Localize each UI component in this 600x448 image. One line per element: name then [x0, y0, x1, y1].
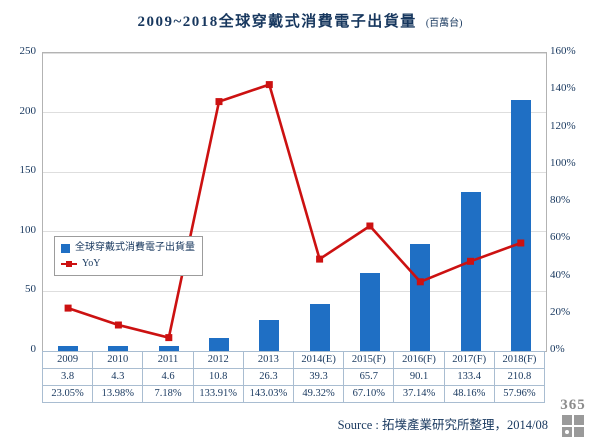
right-axis-tick: 120%: [550, 119, 576, 132]
yoy-marker: [366, 222, 374, 230]
yoy-marker: [114, 321, 122, 329]
watermark-text: 365: [560, 397, 586, 413]
year-cell: 2014(E): [294, 351, 345, 369]
value-cell: 26.3: [243, 369, 295, 386]
shipments-bar: [309, 304, 330, 351]
left-axis-tick: 100: [19, 223, 37, 236]
legend-line-label: YoY: [82, 258, 101, 269]
shipments-bar: [359, 272, 380, 351]
yoy-cell: 7.18%: [143, 386, 194, 403]
value-cell: 90.1: [394, 369, 445, 386]
yoy-marker: [265, 81, 273, 89]
shipments-bar: [460, 192, 481, 351]
shipments-bar: [410, 243, 431, 351]
yoy-marker: [416, 278, 424, 286]
shipments-bar: [209, 338, 230, 351]
plot-area: [42, 52, 547, 352]
left-axis-tick: 0: [30, 343, 37, 355]
watermark-squares-icon: [550, 415, 596, 437]
left-axis-tick: 150: [19, 164, 37, 177]
right-axis-tick: 100%: [550, 156, 576, 169]
right-axis-tick: 0%: [550, 343, 565, 355]
value-cell: 210.8: [494, 369, 546, 386]
left-axis-tick: 200: [19, 104, 37, 117]
yoy-cell: 133.91%: [193, 386, 244, 403]
year-cell: 2009: [42, 351, 94, 369]
yoy-cell: 48.16%: [444, 386, 495, 403]
chart-title-unit: (百萬台): [425, 18, 463, 29]
watermark-square-icon: [574, 427, 584, 437]
yoy-line-layer: [64, 81, 525, 342]
yoy-marker: [215, 98, 223, 106]
value-cell: 4.3: [93, 369, 144, 386]
year-cell: 2015(F): [344, 351, 395, 369]
right-axis-tick: 60%: [550, 231, 571, 244]
data-table: 2009 2010 2011 2012 2013 2014(E) 2015(F) 2016(F…: [42, 351, 546, 403]
gridline: [43, 52, 546, 54]
right-axis-tick: 20%: [550, 305, 571, 318]
shipments-bar: [108, 345, 129, 351]
right-axis-tick: 40%: [550, 268, 571, 281]
yoy-marker: [467, 257, 474, 265]
line-swatch-icon: [61, 260, 77, 268]
watermark-camera-icon: [562, 427, 572, 437]
yoy-cell: 57.96%: [494, 386, 546, 403]
yoy-cell: 13.98%: [93, 386, 144, 403]
legend: 全球穿戴式消費電子出貨量 YoY: [54, 236, 203, 276]
value-cell: 39.3: [294, 369, 345, 386]
gridline: [43, 231, 546, 233]
source-note: Source : 拓墣產業研究所整理，2014/08: [337, 418, 548, 432]
chart-title: 2009~2018全球穿戴式消費電子出貨量 (百萬台): [0, 10, 600, 31]
value-cell: 10.8: [193, 369, 244, 386]
yoy-cell: 67.10%: [344, 386, 395, 403]
value-cell: 133.4: [444, 369, 495, 386]
shipments-bar: [58, 346, 79, 351]
shipments-bar: [259, 319, 280, 351]
shipments-bar: [510, 99, 531, 351]
watermark-logo: 365: [550, 398, 596, 437]
year-cell: 2011: [143, 351, 194, 369]
year-cell: 2016(F): [394, 351, 445, 369]
right-axis-tick: 140%: [550, 82, 576, 95]
year-cell: 2012: [193, 351, 244, 369]
table-row: 23.05% 13.98% 7.18% 133.91% 143.03% 49.32% 67.…: [42, 386, 546, 403]
legend-item-yoy: YoY: [61, 256, 195, 272]
year-cell: 2018(F): [494, 351, 546, 369]
bar-swatch-icon: [61, 243, 70, 253]
table-row: 3.8 4.3 4.6 10.8 26.3 39.3 65.7 90.1 133.4 210.8: [42, 369, 546, 386]
yoy-marker: [165, 334, 173, 342]
chart-title-text: 2009~2018全球穿戴式消費電子出貨量: [137, 14, 417, 30]
left-axis-tick: 250: [19, 45, 37, 57]
yoy-marker: [517, 239, 525, 247]
yoy-marker: [316, 255, 324, 263]
year-cell: 2017(F): [444, 351, 495, 369]
table-row: 2009 2010 2011 2012 2013 2014(E) 2015(F) 2016(F…: [42, 351, 546, 369]
watermark-square-icon: [562, 415, 572, 425]
legend-bar-label: 全球穿戴式消費電子出貨量: [75, 242, 195, 253]
yoy-cell: 143.03%: [243, 386, 295, 403]
right-axis-tick: 80%: [550, 194, 571, 206]
legend-item-shipments: 全球穿戴式消費電子出貨量: [61, 240, 195, 256]
value-cell: 3.8: [42, 369, 94, 386]
watermark-square-icon: [574, 415, 584, 425]
yoy-cell: 49.32%: [294, 386, 345, 403]
yoy-marker: [64, 304, 72, 312]
shipments-bar: [158, 345, 179, 351]
left-axis-tick: 50: [25, 283, 36, 296]
yoy-line: [67, 82, 522, 340]
year-cell: 2010: [93, 351, 144, 369]
year-cell: 2013: [243, 351, 295, 369]
yoy-cell: 23.05%: [42, 386, 94, 403]
right-axis-tick: 160%: [550, 45, 576, 57]
yoy-cell: 37.14%: [394, 386, 445, 403]
value-cell: 65.7: [344, 369, 395, 386]
gridline: [43, 112, 546, 114]
value-cell: 4.6: [143, 369, 194, 386]
gridline: [43, 290, 546, 292]
